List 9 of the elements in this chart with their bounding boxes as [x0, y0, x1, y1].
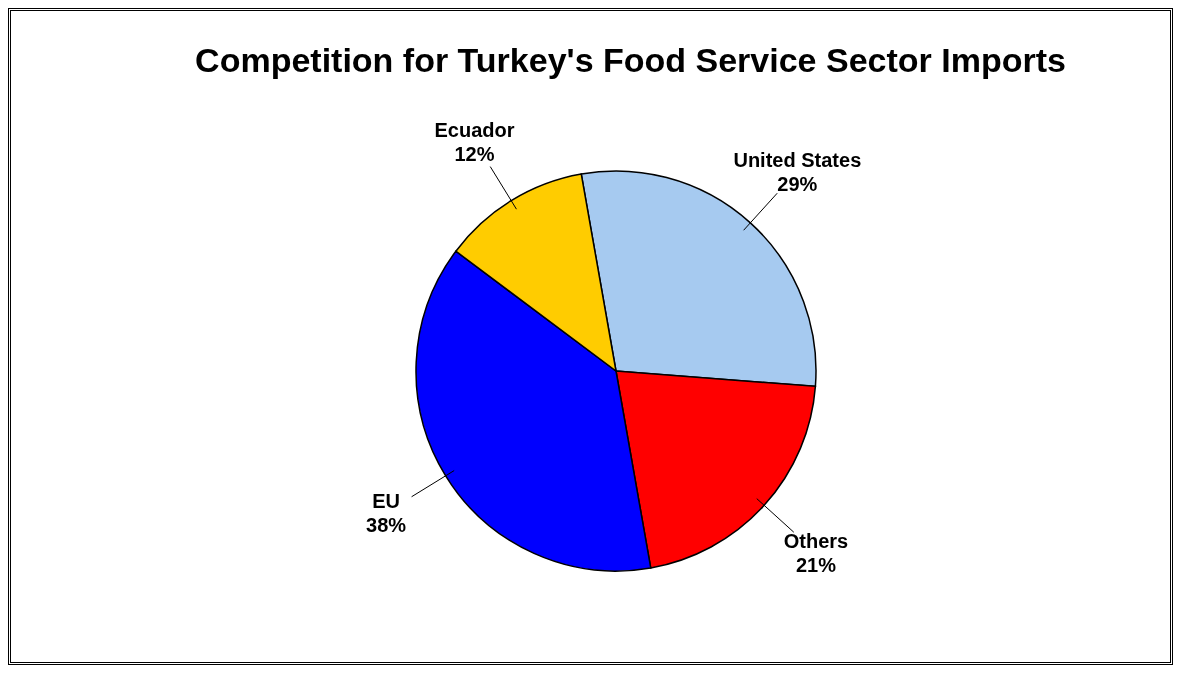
slice-label: EU [372, 490, 400, 513]
slice-label: Ecuador [434, 119, 515, 142]
chart-title: Competition for Turkey's Food Service Sector Imports [194, 41, 1067, 80]
slice-label: United States [733, 148, 862, 171]
data-label: 38% [366, 514, 407, 537]
data-label: 29% [777, 172, 818, 195]
data-label: 12% [454, 143, 495, 166]
slice-label: Others [783, 530, 849, 553]
data-label: 21% [796, 554, 837, 577]
